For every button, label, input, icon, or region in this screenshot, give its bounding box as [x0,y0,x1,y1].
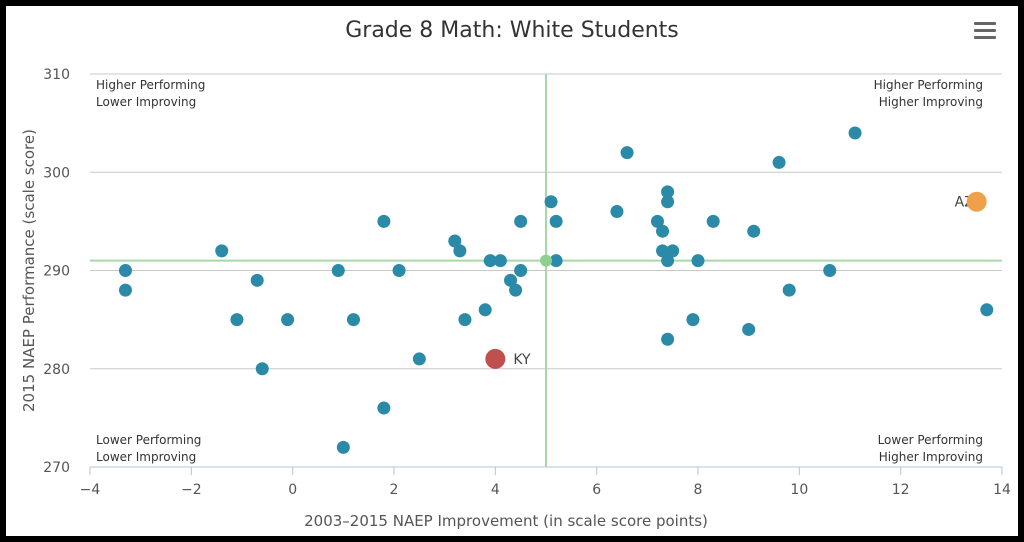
x-tick-label: 12 [892,482,910,498]
data-point [656,244,670,258]
highlight-point [485,348,506,369]
data-point [549,254,563,268]
data-point [215,244,229,258]
data-point [392,264,406,277]
data-point [661,195,675,209]
highlight-label: KY [513,352,531,368]
data-point [412,352,426,366]
x-tick-label: 2 [390,482,399,498]
y-tick-label: 290 [43,264,70,280]
data-point [448,234,462,248]
data-point [514,214,528,228]
data-point [377,401,391,415]
x-tick-label: 4 [491,482,500,498]
data-point [706,214,720,228]
quadrant-label-top-left: Higher Performing [96,78,205,92]
data-point [747,224,761,238]
data-point [661,254,675,268]
quadrant-label-top-right: Higher Improving [879,95,983,109]
x-tick-label: 6 [592,482,601,498]
data-point [509,283,523,297]
center-point [540,254,552,267]
data-point [453,244,467,258]
data-point [281,313,295,327]
quadrant-label-bottom-right: Lower Performing [878,433,983,447]
quadrant-label-bottom-left: Lower Performing [96,433,201,447]
y-tick-label: 280 [43,362,70,378]
data-point [493,254,507,268]
quadrant-label-bottom-left: Lower Improving [96,450,196,464]
data-point [661,332,675,346]
data-point [504,273,518,287]
data-point [823,264,837,277]
x-tick-label: 14 [993,482,1011,498]
y-tick-label: 310 [43,67,70,83]
data-point [250,273,264,287]
x-tick-label: 0 [288,482,297,498]
data-point [686,313,700,327]
data-point [230,313,244,327]
chart-title: Grade 8 Math: White Students [345,18,679,43]
x-tick-label: 8 [694,482,703,498]
data-point [118,283,132,297]
highlight-point [966,191,987,212]
hamburger-menu-icon[interactable] [972,20,998,42]
quadrant-label-top-left: Lower Improving [96,95,196,109]
quadrant-label-top-right: Higher Performing [874,78,983,92]
data-point [742,322,756,336]
data-point [549,214,563,228]
data-point [610,205,624,219]
y-axis-label: 2015 NAEP Performance (scale score) [20,129,38,412]
y-tick-label: 270 [43,460,70,476]
data-point [483,254,497,268]
data-point [336,440,350,454]
chart-frame: Grade 8 Math: White Students 270 280 290 30… [6,6,1018,536]
data-point [377,214,391,228]
data-point [458,313,472,327]
data-point [666,244,680,258]
y-tick-label: 300 [43,165,70,181]
quadrant-label-bottom-right: Higher Improving [879,450,983,464]
data-point [620,146,634,160]
data-point [478,303,492,317]
x-tick-label: −2 [181,482,202,498]
data-point [656,224,670,238]
data-point [782,283,796,297]
scatter-plot: 270 280 290 300 310 −4 −2 0 2 4 6 8 10 12 14 Higher Per… [20,67,1011,530]
data-point [661,185,675,199]
data-point [514,264,528,277]
data-point [980,303,994,317]
data-point [346,313,360,327]
data-point [255,362,269,376]
x-axis-label: 2003–2015 NAEP Improvement (in scale sco… [304,512,708,530]
data-point [772,155,786,169]
x-tick-label: −4 [80,482,101,498]
data-point [331,264,345,277]
x-tick-label: 10 [790,482,808,498]
data-point [848,126,862,140]
data-point [118,264,132,277]
data-point [544,195,558,209]
data-point [691,254,705,268]
data-point [650,214,664,228]
